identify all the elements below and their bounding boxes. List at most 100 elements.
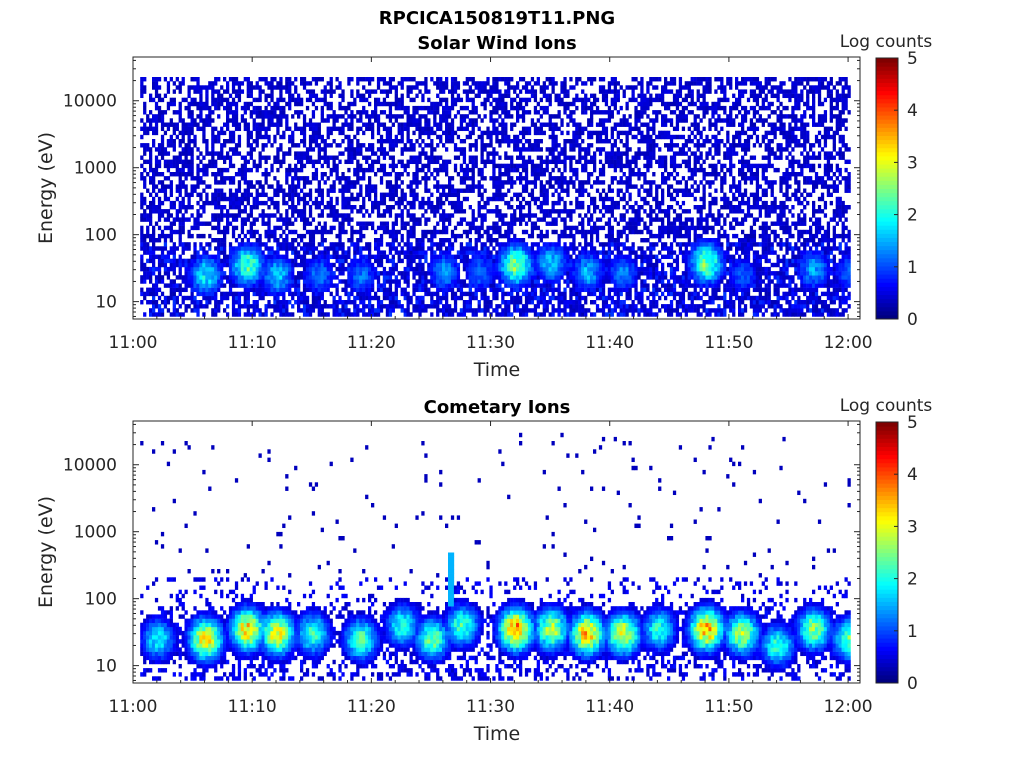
heatmap-cell (365, 225, 369, 231)
heatmap-cell (486, 254, 490, 260)
heatmap-cell (388, 271, 393, 276)
heatmap-cell (403, 205, 407, 210)
heatmap-cell (468, 205, 472, 210)
heatmap-cell (223, 105, 227, 111)
heatmap-cell (439, 229, 443, 235)
heatmap-cell (442, 271, 446, 276)
heatmap-cell (149, 97, 153, 103)
heatmap-cell (539, 283, 543, 288)
heatmap-cell (152, 304, 156, 309)
heatmap-cell (382, 283, 387, 288)
heatmap-cell (362, 225, 366, 231)
heatmap-cell (445, 258, 449, 264)
heatmap-cell (465, 163, 469, 169)
heatmap-cell (152, 200, 156, 206)
heatmap-cell (335, 266, 339, 272)
heatmap-cell (282, 242, 286, 247)
heatmap-cell (548, 312, 552, 317)
heatmap-cell (519, 101, 523, 107)
heatmap-cell (187, 147, 191, 152)
heatmap-cell (270, 275, 274, 280)
heatmap-cell (400, 97, 404, 103)
heatmap-cell (255, 205, 259, 210)
heatmap-cell (308, 205, 313, 210)
heatmap-cell (214, 279, 218, 284)
heatmap-cell (143, 143, 147, 148)
heatmap-cell (193, 118, 197, 123)
heatmap-cell (214, 258, 218, 264)
heatmap-cell (226, 105, 230, 111)
heatmap-cell (335, 308, 339, 313)
heatmap-cell (388, 110, 393, 115)
heatmap-cell (424, 217, 428, 222)
heatmap-cell (439, 295, 443, 301)
heatmap-cell (453, 85, 458, 90)
heatmap-cell (341, 279, 345, 284)
heatmap-cell (335, 172, 339, 177)
heatmap-cell (483, 287, 487, 293)
heatmap-cell (258, 89, 262, 94)
heatmap-cell (220, 213, 224, 218)
heatmap-cell (445, 184, 449, 189)
heatmap-cell (199, 93, 203, 99)
heatmap-cell (427, 167, 431, 173)
heatmap-cell (252, 258, 256, 264)
heatmap-cell (371, 134, 375, 140)
heatmap-cell (376, 155, 381, 160)
heatmap-cell (459, 167, 464, 173)
heatmap-cell (394, 200, 398, 206)
heatmap-cell (294, 275, 298, 280)
heatmap-cell (436, 143, 440, 148)
heatmap-cell (329, 254, 333, 260)
heatmap-cell (143, 209, 147, 214)
heatmap-cell (519, 258, 523, 264)
heatmap-cell (445, 77, 449, 82)
heatmap-cell (510, 139, 514, 144)
heatmap-cell (486, 196, 490, 202)
heatmap-cell (243, 188, 247, 193)
heatmap-cell (252, 196, 256, 202)
heatmap-cell (519, 200, 523, 206)
heatmap-cell (288, 300, 292, 305)
heatmap-cell (483, 114, 487, 119)
heatmap-cell (524, 97, 529, 103)
heatmap-cell (261, 213, 265, 218)
heatmap-cell (516, 246, 520, 251)
heatmap-cell (542, 184, 546, 189)
heatmap-cell (214, 192, 218, 198)
heatmap-cell (273, 77, 277, 82)
heatmap-cell (445, 118, 449, 123)
heatmap-cell (246, 266, 250, 272)
heatmap-cell (498, 97, 502, 103)
heatmap-cell (149, 155, 153, 160)
heatmap-cell (143, 266, 147, 272)
heatmap-cell (166, 250, 171, 255)
heatmap-cell (391, 196, 395, 202)
heatmap-cell (350, 279, 354, 284)
heatmap-cell (445, 275, 449, 280)
heatmap-cell (412, 291, 416, 297)
heatmap-cell (214, 172, 218, 177)
heatmap-cell (359, 118, 363, 123)
heatmap-cell (175, 77, 179, 82)
heatmap-cell (149, 312, 153, 317)
heatmap-cell (258, 163, 262, 169)
heatmap-cell (326, 275, 330, 280)
heatmap-cell (205, 291, 209, 297)
heatmap-cell (205, 271, 209, 276)
heatmap-cell (279, 287, 283, 293)
heatmap-cell (376, 147, 381, 152)
heatmap-cell (459, 283, 464, 288)
heatmap-cell (462, 229, 467, 235)
heatmap-cell (291, 93, 295, 99)
heatmap-cell (205, 85, 209, 90)
heatmap-cell (403, 110, 407, 115)
heatmap-cell (394, 287, 398, 293)
heatmap-cell (465, 283, 469, 288)
heatmap-cell (300, 101, 304, 107)
heatmap-cell (335, 196, 339, 202)
heatmap-cell (530, 85, 535, 90)
heatmap-cell (412, 229, 416, 235)
heatmap-cell (501, 126, 505, 132)
heatmap-cell (388, 85, 393, 90)
